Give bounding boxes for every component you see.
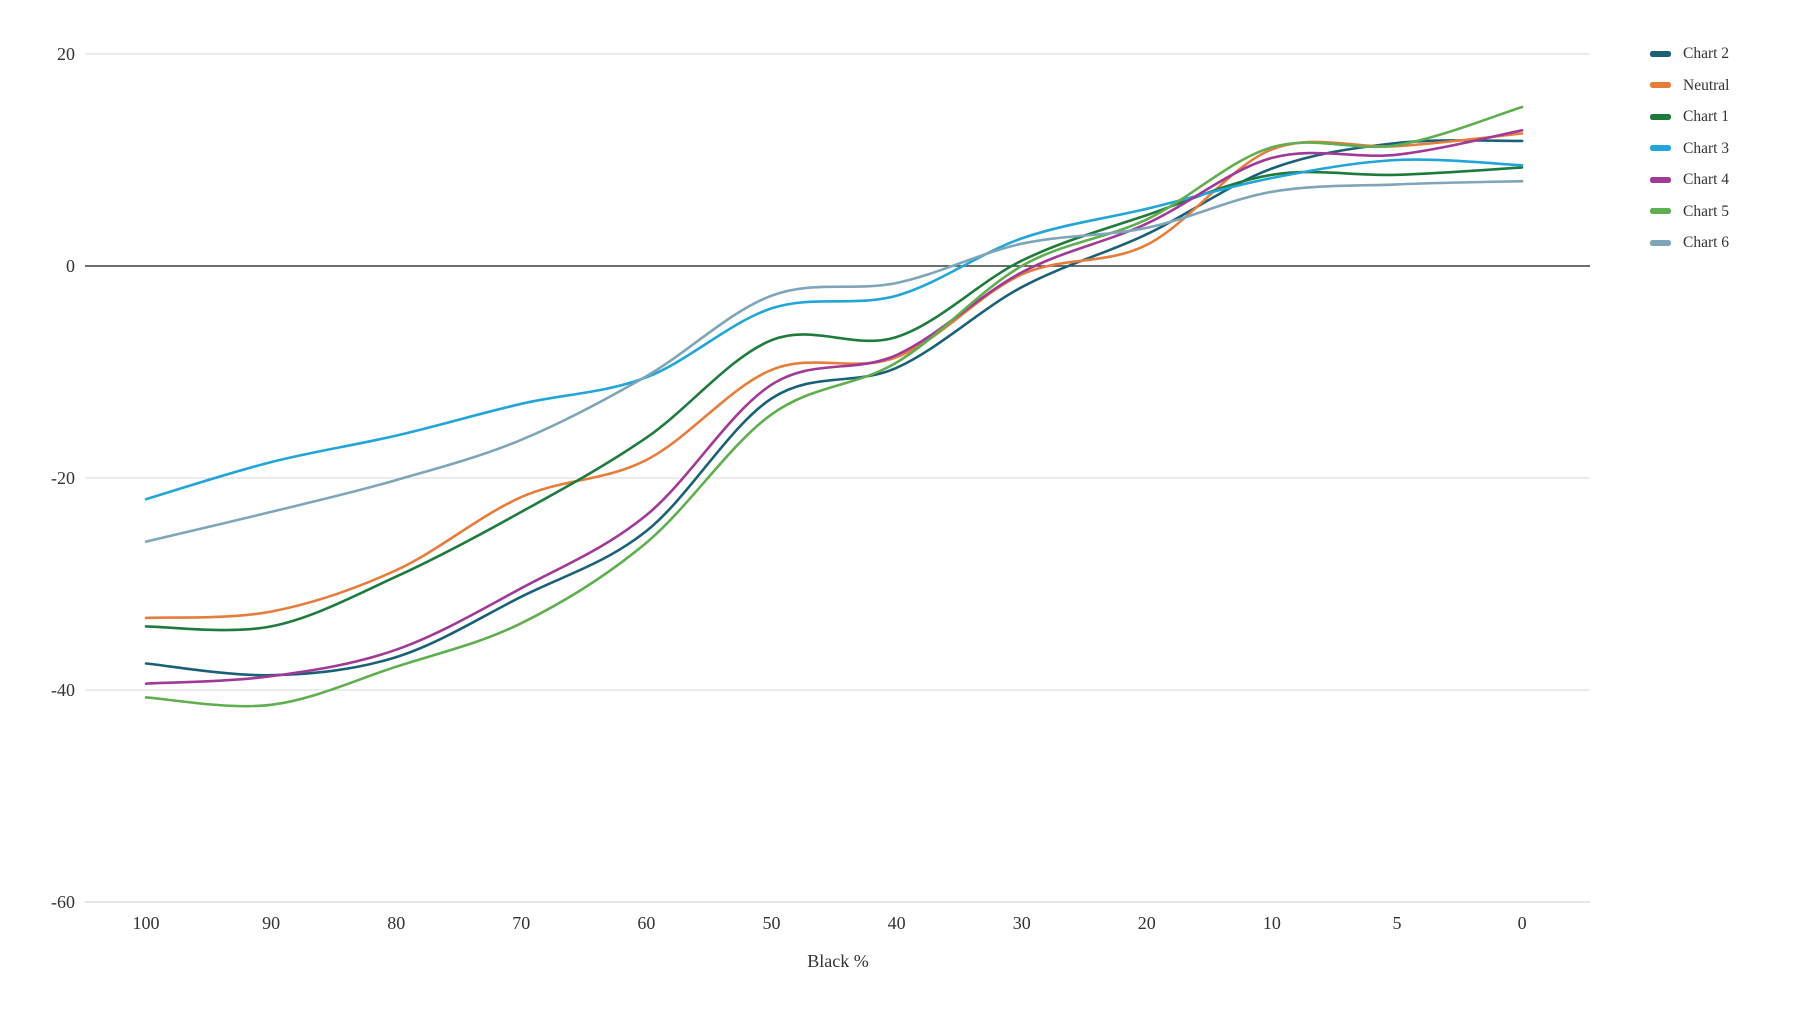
- series-line-chart-4: [144, 129, 1524, 685]
- x-tick-label: 60: [637, 913, 655, 933]
- x-axis-title: Black %: [807, 951, 868, 971]
- x-tick-label: 80: [387, 913, 405, 933]
- series-line-chart-6: [144, 179, 1524, 543]
- x-tick-label: 5: [1393, 913, 1402, 933]
- legend-label: Chart 5: [1683, 202, 1730, 220]
- x-tick-label: 50: [763, 913, 781, 933]
- grid-layer: [85, 53, 1590, 903]
- legend-label: Chart 1: [1683, 108, 1730, 125]
- legend-label: Chart 6: [1683, 234, 1730, 251]
- series-line-chart-3: [144, 158, 1524, 501]
- x-tick-label: 30: [1013, 913, 1031, 933]
- series-line-chart-2: [144, 139, 1524, 677]
- legend-item-chart-4: Chart 4: [1650, 170, 1729, 189]
- legend-item-chart-6: Chart 6: [1650, 233, 1729, 252]
- legend-label: Chart 4: [1683, 171, 1730, 188]
- legend-swatch: [1650, 176, 1671, 183]
- y-tick-label: -60: [51, 892, 75, 912]
- legend-swatch: [1650, 145, 1671, 151]
- x-tick-label: 100: [133, 913, 160, 933]
- legend-swatch: [1650, 113, 1671, 120]
- legend-swatch: [1650, 208, 1671, 214]
- y-tick-label: -20: [51, 468, 75, 488]
- x-tick-label: 70: [512, 913, 530, 933]
- legend-swatch: [1650, 82, 1671, 88]
- series-line-chart-1: [144, 166, 1524, 632]
- legend-swatch: [1650, 50, 1671, 57]
- legend-item-chart-5: Chart 5: [1650, 202, 1729, 221]
- legend-item-chart-1: Chart 1: [1650, 107, 1729, 126]
- x-tick-label: 40: [888, 913, 906, 933]
- x-tick-label: 20: [1138, 913, 1156, 933]
- series-layer: [144, 105, 1524, 708]
- legend-item-chart-3: Chart 3: [1650, 139, 1729, 158]
- y-tick-label: 0: [66, 256, 75, 276]
- legend-label: Chart 3: [1683, 139, 1730, 157]
- legend-item-chart-2: Chart 2: [1650, 44, 1729, 63]
- series-line-chart-5: [144, 105, 1524, 708]
- legend-swatch: [1650, 239, 1671, 246]
- x-tick-label: 90: [262, 913, 280, 933]
- legend-label: Chart 2: [1683, 45, 1730, 62]
- legend: Chart 2 Neutral Chart 1 Chart 3 Chart 4 Chart…: [1650, 44, 1729, 252]
- x-tick-label: 0: [1518, 913, 1527, 933]
- legend-label: Neutral: [1683, 76, 1730, 94]
- x-tick-label: 10: [1263, 913, 1281, 933]
- series-line-neutral: [144, 132, 1524, 620]
- legend-item-neutral: Neutral: [1650, 76, 1729, 95]
- y-tick-label: 20: [57, 44, 75, 64]
- y-tick-label: -40: [51, 680, 75, 700]
